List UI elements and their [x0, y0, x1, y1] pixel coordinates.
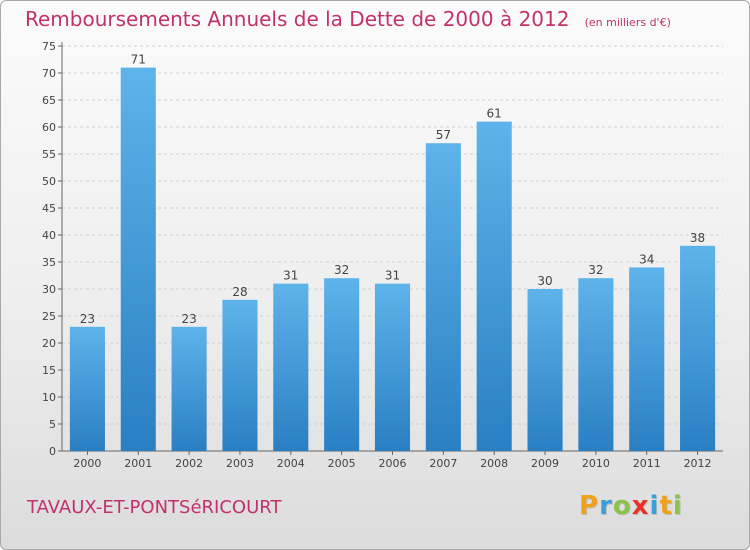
bar-2006 [374, 283, 411, 451]
bar-2004 [273, 283, 309, 451]
logo-letter: i [672, 491, 683, 521]
x-tick-label: 2005 [328, 457, 356, 470]
bar-value-label: 31 [283, 269, 298, 283]
y-tick-label: 35 [42, 256, 56, 269]
bar-2005 [324, 278, 360, 451]
y-tick-label: 25 [42, 310, 56, 323]
x-tick-label: 2010 [582, 457, 610, 470]
commune-name: TAVAUX-ET-PONTSéRICOURT [27, 497, 282, 518]
bar-value-label: 23 [80, 312, 95, 326]
y-tick-label: 15 [42, 364, 56, 377]
y-tick-label: 60 [42, 121, 56, 134]
x-tick-label: 2006 [379, 457, 407, 470]
y-tick-label: 40 [42, 229, 56, 242]
y-tick-label: 65 [42, 94, 56, 107]
bars [69, 67, 716, 451]
y-tick-label: 20 [42, 337, 56, 350]
y-tick-label: 0 [49, 445, 56, 458]
chart-subtitle: (en milliers d'€) [584, 16, 671, 29]
labels: 0 5 10 15 20 25 30 35 40 45 50 55 60 65 70 75 23 2000 71 20… [42, 40, 712, 470]
logo-letter: r [599, 491, 613, 521]
x-tick-label: 2002 [175, 457, 203, 470]
x-tick-label: 2011 [633, 457, 661, 470]
y-tick-label: 70 [42, 67, 56, 80]
chart-title: Remboursements Annuels de la Dette de 20… [25, 7, 570, 31]
x-tick-label: 2004 [277, 457, 305, 470]
bar-value-label: 30 [537, 274, 552, 288]
bar-value-label: 71 [131, 53, 146, 67]
x-tick-label: 2001 [124, 457, 152, 470]
x-tick-label: 2008 [480, 457, 508, 470]
bar-value-label: 32 [588, 263, 603, 277]
y-tick-label: 5 [49, 418, 56, 431]
logo-letter: i [649, 491, 660, 521]
bar-2012 [680, 245, 716, 451]
bar-value-label: 28 [232, 285, 247, 299]
bar-2001 [120, 67, 156, 451]
x-tick-label: 2003 [226, 457, 254, 470]
logo-letter: P [579, 491, 600, 521]
bar-2007 [425, 143, 461, 451]
bar-2008 [476, 121, 512, 451]
logo-letter: o [612, 491, 632, 521]
y-tick-label: 55 [42, 148, 56, 161]
y-tick-label: 75 [42, 40, 56, 53]
bar-2011 [629, 267, 665, 451]
bar-2002 [171, 326, 207, 451]
x-tick-label: 2000 [73, 457, 101, 470]
bar-value-label: 34 [639, 252, 654, 266]
proxiti-logo: Proxiti [579, 491, 683, 521]
title-row: Remboursements Annuels de la Dette de 20… [25, 7, 671, 31]
bar-value-label: 31 [385, 269, 400, 283]
bar-2009 [527, 289, 563, 451]
logo-letter: x [631, 491, 650, 521]
bar-2010 [578, 278, 614, 451]
bar-value-label: 57 [436, 128, 451, 142]
y-tick-label: 10 [42, 391, 56, 404]
x-tick-label: 2009 [531, 457, 559, 470]
bar-2000 [69, 326, 105, 451]
y-tick-label: 45 [42, 202, 56, 215]
x-tick-label: 2012 [684, 457, 712, 470]
bar-value-label: 38 [690, 231, 705, 245]
bar-value-label: 32 [334, 263, 349, 277]
bar-value-label: 23 [181, 312, 196, 326]
bar-2003 [222, 299, 258, 451]
x-tick-label: 2007 [429, 457, 457, 470]
y-tick-label: 50 [42, 175, 56, 188]
logo-letter: t [659, 491, 673, 521]
y-tick-label: 30 [42, 283, 56, 296]
bar-value-label: 61 [487, 107, 502, 121]
